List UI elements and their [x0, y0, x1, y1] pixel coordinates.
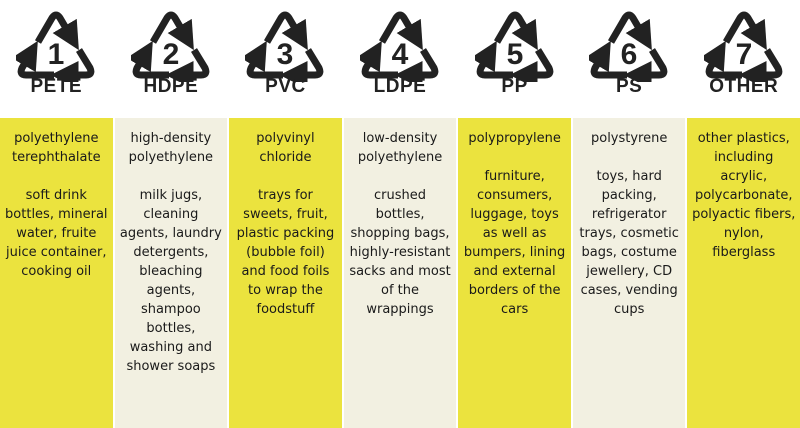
plastic-uses: crushed bottles, shopping bags, highly-r… — [349, 188, 451, 317]
recycling-triangle-icon: 6 — [589, 11, 668, 82]
recycling-triangle-icon: 3 — [245, 11, 324, 82]
column-header: 3 PVC — [229, 0, 342, 118]
plastic-uses: milk jugs, cleaning agents, laundry dete… — [119, 188, 222, 374]
column-body: polystyrene toys, hard packing, refriger… — [572, 118, 686, 428]
column-body: high-density polyethylene milk jugs, cle… — [114, 118, 228, 428]
resin-code: PS — [616, 76, 643, 97]
column-body: polypropylene furniture, consumers, lugg… — [458, 118, 571, 428]
column-header: 2 HDPE — [114, 0, 228, 118]
column-header: 1 PETE — [0, 0, 113, 118]
plastic-column-pp: 5 PP polypropylene furniture, consumers,… — [458, 0, 571, 428]
plastic-column-pvc: 3 PVC polyvinyl chloride trays for sweet… — [229, 0, 342, 428]
resin-number: 2 — [163, 38, 180, 71]
plastic-name: polystyrene — [590, 131, 668, 146]
column-header: 4 LDPE — [343, 0, 457, 118]
column-header: 5 PP — [458, 0, 571, 118]
resin-number: 1 — [48, 38, 65, 71]
column-body: other plastics, including acrylic, polyc… — [687, 118, 800, 428]
plastic-uses: trays for sweets, fruit, plastic packing… — [236, 188, 335, 317]
resin-number: 3 — [277, 38, 294, 71]
plastic-uses: toys, hard packing, refrigerator trays, … — [579, 169, 679, 317]
resin-number: 5 — [506, 38, 523, 71]
plastic-column-ps: 6 PS polystyrene toys, hard packing, ref… — [572, 0, 686, 428]
resin-code: PVC — [265, 76, 306, 97]
column-body: low-density polyethylene crushed bottles… — [343, 118, 457, 428]
resin-code: OTHER — [709, 76, 779, 97]
plastic-name: polypropylene — [468, 131, 561, 146]
plastic-column-other: 7 OTHER other plastics, including acryli… — [687, 0, 800, 428]
resin-number: 6 — [621, 38, 638, 71]
recycling-triangle-icon: 7 — [703, 11, 783, 82]
plastic-name: low-density polyethylene — [357, 131, 443, 165]
recycling-triangle-icon: 1 — [16, 11, 95, 82]
recycling-triangle-icon: 4 — [360, 11, 439, 82]
recycling-triangle-icon: 5 — [474, 11, 553, 82]
plastic-column-pete: 1 PETE polyethylene terephthalate soft d… — [0, 0, 113, 428]
plastic-name: high-density polyethylene — [128, 131, 214, 165]
plastic-column-hdpe: 2 HDPE high-density polyethylene milk ju… — [114, 0, 228, 428]
column-body: polyethylene terephthalate soft drink bo… — [0, 118, 113, 428]
resin-code: LDPE — [373, 76, 427, 97]
plastic-column-ldpe: 4 LDPE low-density polyethylene crushed … — [343, 0, 457, 428]
column-header: 6 PS — [572, 0, 686, 118]
plastic-name: polyvinyl chloride — [256, 131, 315, 165]
plastic-uses: furniture, consumers, luggage, toys as w… — [463, 169, 566, 317]
column-body: polyvinyl chloride trays for sweets, fru… — [229, 118, 342, 428]
plastic-name: other plastics, including acrylic, polyc… — [692, 131, 796, 260]
plastic-uses: soft drink bottles, mineral water, fruit… — [5, 188, 108, 279]
column-header: 7 OTHER — [687, 0, 800, 118]
resin-code: PP — [501, 76, 528, 97]
recycling-triangle-icon: 2 — [130, 11, 210, 82]
resin-code: PETE — [30, 76, 83, 97]
resin-number: 4 — [392, 38, 409, 71]
resin-code: HDPE — [143, 76, 199, 97]
resin-number: 7 — [735, 38, 752, 71]
plastic-name: polyethylene terephthalate — [11, 131, 101, 165]
